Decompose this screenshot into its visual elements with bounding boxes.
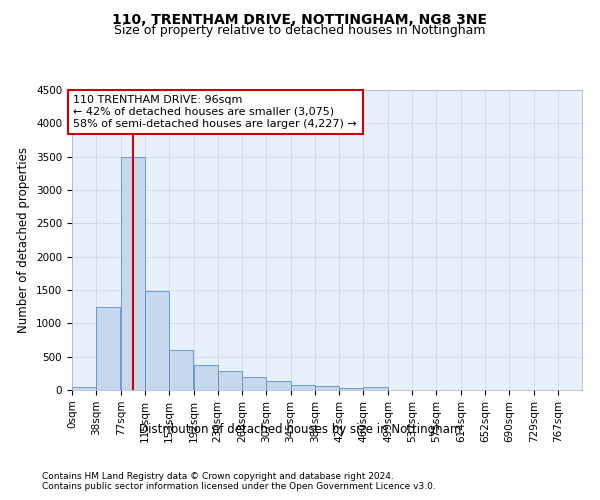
Bar [121, 156, 145, 390]
Bar [218, 372, 242, 390]
Bar [169, 350, 193, 390]
Bar [290, 384, 314, 390]
Y-axis label: Number of detached properties: Number of detached properties [17, 147, 31, 333]
Bar [96, 306, 120, 390]
Bar [145, 292, 169, 390]
Text: Size of property relative to detached houses in Nottingham: Size of property relative to detached ho… [114, 24, 486, 37]
Text: Contains public sector information licensed under the Open Government Licence v3: Contains public sector information licen… [42, 482, 436, 491]
Bar [72, 386, 96, 390]
Text: Distribution of detached houses by size in Nottingham: Distribution of detached houses by size … [139, 422, 461, 436]
Bar [266, 380, 290, 390]
Bar [364, 386, 388, 390]
Text: 110 TRENTHAM DRIVE: 96sqm
← 42% of detached houses are smaller (3,075)
58% of se: 110 TRENTHAM DRIVE: 96sqm ← 42% of detac… [73, 96, 357, 128]
Bar [242, 377, 266, 390]
Text: Contains HM Land Registry data © Crown copyright and database right 2024.: Contains HM Land Registry data © Crown c… [42, 472, 394, 481]
Bar [340, 388, 364, 390]
Text: 110, TRENTHAM DRIVE, NOTTINGHAM, NG8 3NE: 110, TRENTHAM DRIVE, NOTTINGHAM, NG8 3NE [113, 12, 487, 26]
Bar [315, 386, 340, 390]
Bar [194, 364, 218, 390]
